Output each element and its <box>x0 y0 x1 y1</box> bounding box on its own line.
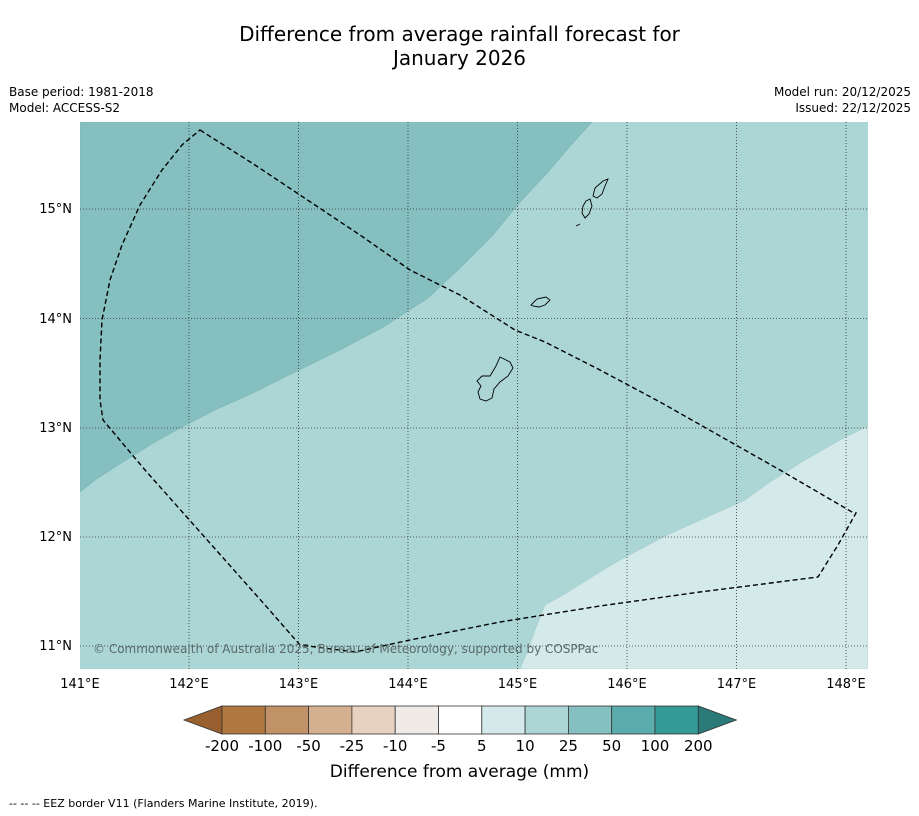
map-area: © Commonwealth of Australia 2025, Bureau… <box>80 122 868 669</box>
lon-tick-148: 148°E <box>826 677 866 692</box>
title-line-2: January 2026 <box>392 46 527 70</box>
colorbar-tick-label: 100 <box>641 737 670 755</box>
lon-tick-142: 142°E <box>169 677 209 692</box>
colorbar-tick-label: 50 <box>602 737 621 755</box>
lon-ticks: 141°E 142°E 143°E 144°E 145°E 146°E 147°… <box>60 677 866 692</box>
island-rota <box>530 296 551 308</box>
colorbar-swatch <box>264 705 309 735</box>
colorbar <box>182 705 738 735</box>
colorbar-tick-label: 25 <box>559 737 578 755</box>
colorbar-tick-label: -200 <box>205 737 239 755</box>
islands <box>476 178 609 402</box>
colorbar-swatch <box>611 705 656 735</box>
island-guam <box>476 356 514 402</box>
issued-date: Issued: 22/12/2025 <box>795 101 911 115</box>
lat-tick-11: 11°N <box>39 639 72 654</box>
colorbar-swatch <box>308 705 353 735</box>
colorbar-swatch <box>394 705 439 735</box>
colorbar-tick-label: -25 <box>340 737 365 755</box>
rain-band-25-50 <box>80 122 593 493</box>
eez-border <box>99 129 858 653</box>
colorbar-labels: -200 -100 -50 -25 -10 -5 5 10 25 50 100 200 <box>205 737 713 755</box>
lon-tick-145: 145°E <box>498 677 538 692</box>
colorbar-swatch <box>524 705 569 735</box>
eez-footnote: -- -- -- EEZ border V11 (Flanders Marine… <box>9 797 318 810</box>
lon-tick-143: 143°E <box>279 677 319 692</box>
island-tinian <box>581 198 593 219</box>
colorbar-tick-label: -5 <box>431 737 446 755</box>
colorbar-swatch <box>654 705 699 735</box>
colorbar-tick-label: 200 <box>684 737 713 755</box>
lat-tick-14: 14°N <box>39 312 72 327</box>
colorbar-tick-label: -50 <box>296 737 321 755</box>
lat-ticks: 15°N 14°N 13°N 12°N 11°N <box>39 202 72 654</box>
colorbar-swatch <box>221 705 266 735</box>
lat-tick-12: 12°N <box>39 530 72 545</box>
copyright-text: © Commonwealth of Australia 2025, Bureau… <box>93 642 598 656</box>
colorbar-swatch <box>481 705 526 735</box>
colorbar-swatch <box>438 705 483 735</box>
lon-tick-147: 147°E <box>717 677 757 692</box>
map-title: Difference from average rainfall forecas… <box>0 22 919 70</box>
lon-tick-141: 141°E <box>60 677 100 692</box>
lon-tick-146: 146°E <box>607 677 647 692</box>
colorbar-tick-label: 5 <box>477 737 487 755</box>
colorbar-tick-label: -100 <box>248 737 282 755</box>
model-name: Model: ACCESS-S2 <box>9 101 121 115</box>
lon-tick-144: 144°E <box>388 677 428 692</box>
gridlines <box>80 122 868 669</box>
base-period: Base period: 1981-2018 <box>9 85 154 99</box>
model-run: Model run: 20/12/2025 <box>773 85 911 99</box>
colorbar-tick-label: 10 <box>516 737 535 755</box>
colorbar-swatch <box>351 705 396 735</box>
colorbar-tick-label: -10 <box>383 737 408 755</box>
info-left: Base period: 1981-2018 Model: ACCESS-S2 <box>9 84 154 116</box>
colorbar-extend-high <box>697 705 738 735</box>
island-aguijan <box>575 223 581 227</box>
lat-tick-13: 13°N <box>39 421 72 436</box>
colorbar-swatch <box>568 705 613 735</box>
rain-band-5-10 <box>519 425 868 669</box>
info-right: Model run: 20/12/2025 Issued: 22/12/2025 <box>774 84 911 116</box>
lat-tick-15: 15°N <box>39 202 72 217</box>
island-saipan <box>592 178 609 199</box>
title-line-1: Difference from average rainfall forecas… <box>239 22 680 46</box>
colorbar-extend-low <box>182 705 223 735</box>
colorbar-title: Difference from average (mm) <box>329 762 590 782</box>
